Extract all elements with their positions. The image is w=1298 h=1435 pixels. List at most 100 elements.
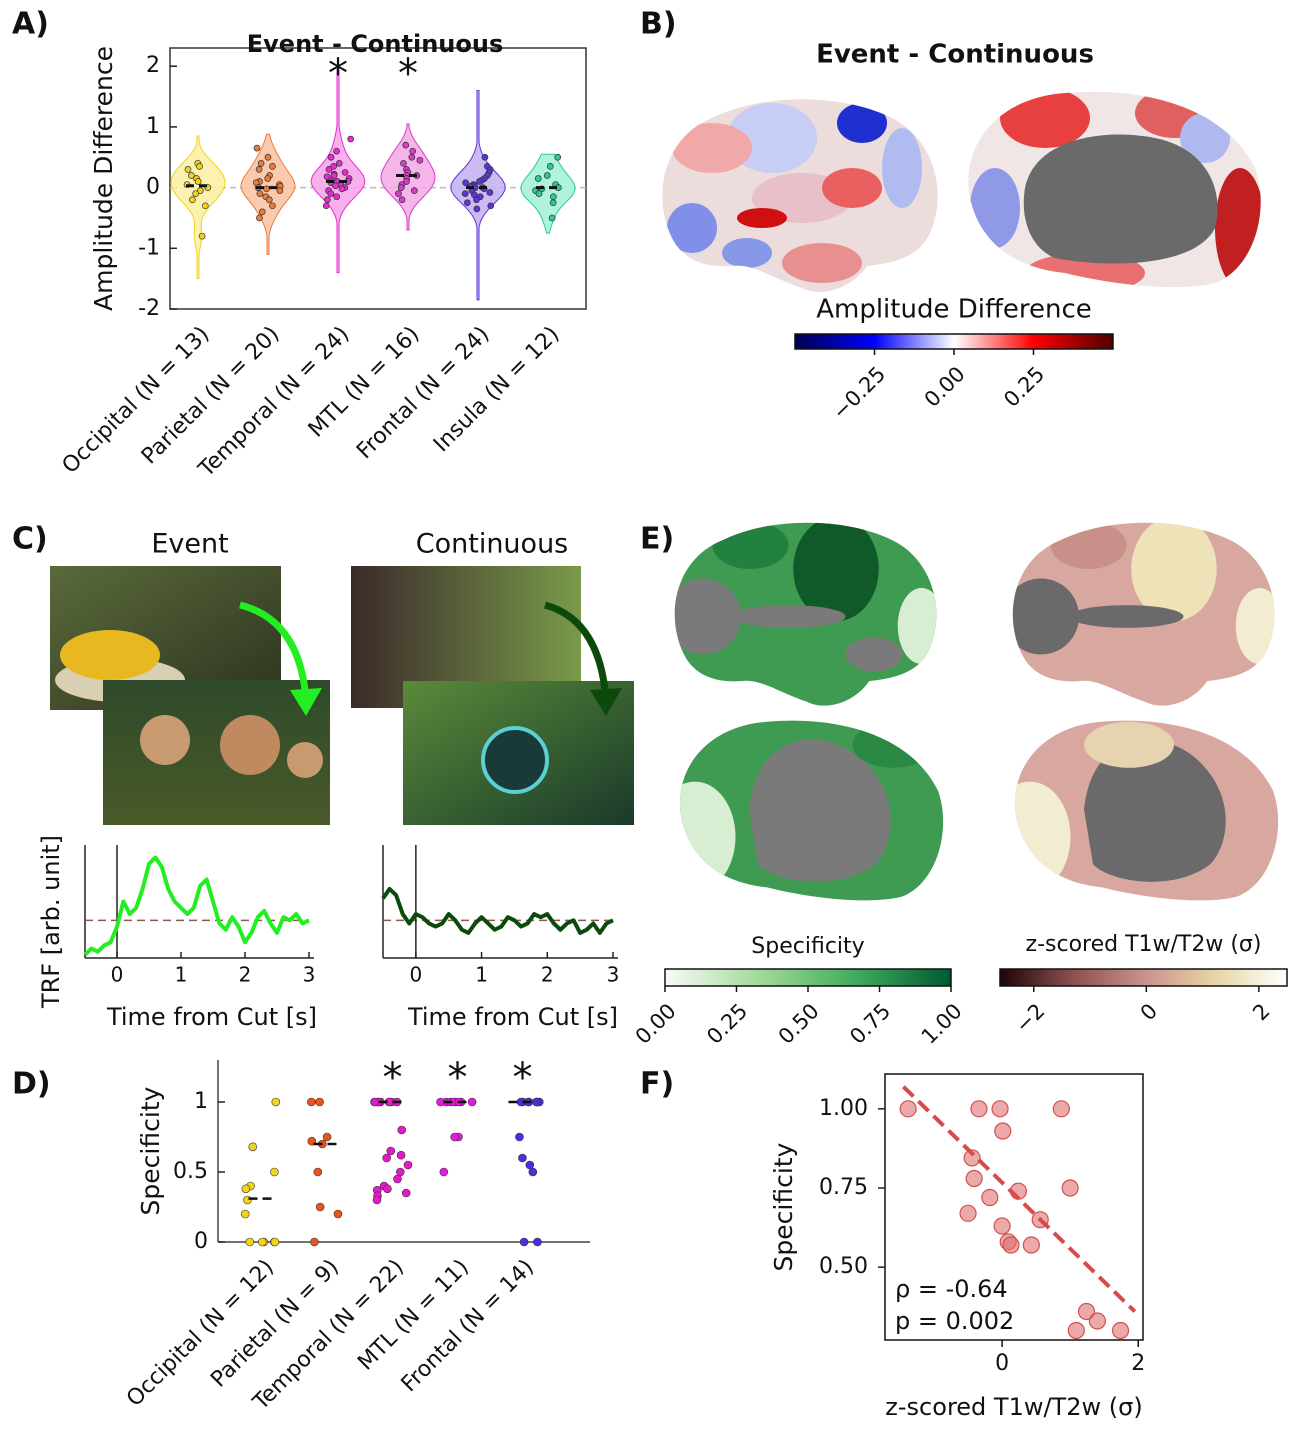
x-tick-label: 0 — [995, 1351, 1009, 1376]
data-point — [323, 203, 329, 209]
y-axis-label: Amplitude Difference — [89, 46, 118, 311]
data-point — [332, 183, 338, 189]
data-point — [342, 169, 348, 175]
data-point — [383, 1185, 391, 1193]
data-point — [473, 197, 479, 203]
data-point — [242, 1185, 250, 1193]
y-axis-label: Specificity — [769, 1142, 798, 1271]
x-tick-label: 1 — [175, 963, 188, 987]
brain-lateral — [665, 512, 950, 716]
data-point — [202, 203, 208, 209]
data-point — [398, 1126, 406, 1134]
data-point — [520, 1238, 528, 1246]
violin — [311, 69, 365, 272]
data-point — [404, 1161, 412, 1169]
data-point — [535, 176, 541, 182]
data-point — [400, 160, 406, 166]
data-point — [464, 200, 470, 206]
data-point — [258, 1238, 266, 1246]
x-tick-label: 2 — [541, 963, 554, 987]
data-point — [1003, 1237, 1019, 1253]
data-point — [992, 1101, 1008, 1117]
data-point — [249, 1143, 257, 1151]
data-point — [269, 203, 275, 209]
data-point — [256, 215, 262, 221]
brain-medial — [955, 78, 1275, 298]
x-tick-label: 0.00 — [631, 999, 681, 1049]
data-point — [487, 189, 493, 195]
movie-frame-detail — [60, 630, 160, 680]
x-tick-label: Frontal (N = 24) — [352, 322, 494, 464]
x-tick-label: 0 — [409, 963, 422, 987]
data-point — [399, 197, 405, 203]
colorbar-label: Amplitude Difference — [816, 295, 1092, 325]
chart-title: Event — [151, 529, 228, 560]
violin — [171, 136, 225, 279]
data-point — [529, 1168, 537, 1176]
data-point — [468, 1098, 476, 1106]
data-point — [328, 154, 334, 160]
data-point — [451, 1133, 459, 1141]
x-tick-label: −0.25 — [828, 362, 890, 424]
chart-title: Event - Continuous — [816, 40, 1094, 70]
brain-medial — [655, 708, 957, 910]
x-axis-label: Time from Cut [s] — [407, 1003, 618, 1031]
x-tick-label: 3 — [607, 963, 620, 987]
data-point — [265, 154, 271, 160]
data-point — [243, 1196, 251, 1204]
y-tick-label: 0.5 — [173, 1159, 208, 1184]
y-tick-label: -2 — [138, 296, 160, 321]
data-point — [271, 1238, 279, 1246]
movie-frame-detail — [483, 728, 547, 792]
y-tick-label: 1 — [146, 114, 160, 139]
x-tick-label: Insula (N = 12) — [429, 322, 564, 457]
data-point — [550, 200, 556, 206]
data-point — [1023, 1237, 1039, 1253]
data-point — [1068, 1323, 1084, 1339]
data-point — [334, 194, 340, 200]
movie-frame-detail — [220, 715, 280, 775]
data-point — [549, 215, 555, 221]
data-point — [900, 1101, 916, 1117]
data-point — [476, 179, 482, 185]
colorbar — [795, 334, 1113, 349]
data-point — [960, 1205, 976, 1221]
annotation: p = 0.002 — [895, 1307, 1014, 1335]
data-point — [397, 1151, 405, 1159]
data-point — [324, 197, 330, 203]
data-point — [328, 191, 334, 197]
significance-star: * — [513, 1055, 533, 1101]
data-point — [994, 1218, 1010, 1234]
movie-frame-detail — [140, 715, 190, 765]
chart-title: Event - Continuous — [247, 30, 503, 58]
data-point — [189, 197, 195, 203]
y-tick-label: 0.75 — [819, 1175, 868, 1200]
trf-line — [383, 889, 613, 933]
data-point — [411, 188, 417, 194]
panel-label: D) — [12, 1067, 51, 1102]
data-point — [462, 191, 468, 197]
data-point — [256, 166, 262, 172]
movie-frame-detail — [287, 742, 323, 778]
data-point — [403, 142, 409, 148]
data-point — [982, 1190, 998, 1206]
colorbar — [665, 969, 951, 986]
x-tick-label: 1.00 — [917, 999, 967, 1049]
y-tick-label: 2 — [146, 53, 160, 78]
x-tick-label: 2 — [1131, 1351, 1145, 1376]
data-point — [272, 1098, 280, 1106]
data-point — [474, 206, 480, 212]
data-point — [326, 166, 332, 172]
data-point — [488, 203, 494, 209]
y-axis-label: TRF [arb. unit] — [37, 835, 65, 1009]
x-tick-label: 0.75 — [845, 999, 895, 1049]
data-point — [555, 154, 561, 160]
data-point — [398, 185, 404, 191]
brain-lateral — [1003, 512, 1288, 716]
data-point — [270, 1168, 278, 1176]
data-point — [402, 1189, 410, 1197]
data-point — [310, 1238, 318, 1246]
data-point — [1053, 1101, 1069, 1117]
data-point — [266, 197, 272, 203]
data-point — [995, 1123, 1011, 1139]
